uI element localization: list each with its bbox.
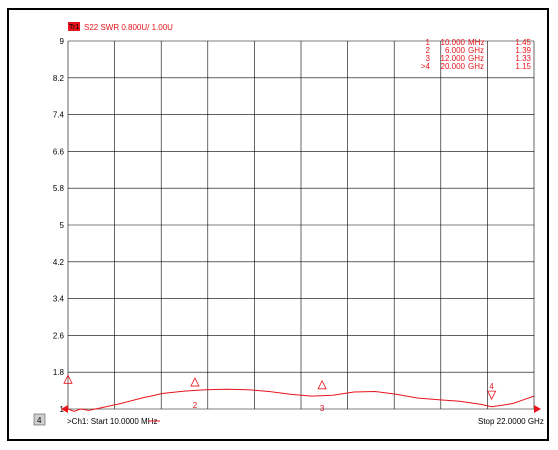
y-tick-label: 5.8 (53, 184, 65, 193)
marker-value: 1.39 (515, 46, 531, 55)
channel-box-text: 4 (37, 416, 42, 425)
trace-badge-text: Tr1 (69, 24, 79, 31)
plot-grid (67, 40, 535, 410)
start-frequency[interactable]: >Ch1: Start 10.0000 MHz (67, 417, 158, 426)
ref-arrow-left (61, 405, 68, 413)
marker-number-label: 3 (320, 404, 325, 413)
y-tick-label: 7.4 (53, 111, 65, 120)
marker-frequency: 20.000 (441, 62, 466, 71)
marker-id: 2 (426, 46, 431, 55)
marker-unit: GHz (468, 62, 484, 71)
stop-frequency[interactable]: Stop 22.0000 GHz (478, 417, 544, 426)
marker-id: >4 (421, 62, 431, 71)
marker-value: 1.33 (515, 54, 531, 63)
y-tick-label: 3.4 (53, 295, 65, 304)
marker-number-label: 4 (489, 382, 494, 391)
trace-label[interactable]: S22 SWR 0.800U/ 1.00U (84, 23, 173, 32)
y-axis-labels: 98.27.46.65.854.23.42.61.81 (53, 37, 65, 414)
y-tick-label: 8.2 (53, 74, 65, 83)
marker-triangle[interactable] (486, 390, 497, 400)
marker-id: 1 (426, 38, 431, 47)
marker-id: 3 (426, 54, 431, 63)
trace-badge[interactable] (68, 22, 80, 31)
y-tick-label: 2.6 (53, 331, 65, 340)
marker-frequency: 10.000 (441, 38, 466, 47)
s22-trace (67, 388, 535, 412)
marker-symbols: 2 3 4 (63, 374, 497, 413)
y-tick-label: 5 (60, 221, 65, 230)
marker-unit: MHz (468, 38, 484, 47)
marker-value: 1.15 (515, 62, 531, 71)
ref-arrow-right (534, 405, 541, 413)
marker-frequency: 6.000 (445, 46, 466, 55)
marker-unit: GHz (468, 54, 484, 63)
marker-value: 1.45 (515, 38, 531, 47)
marker-number-label: 2 (193, 401, 198, 410)
marker-triangle[interactable] (190, 377, 200, 387)
channel-box[interactable] (33, 413, 46, 426)
marker-frequency: 12.000 (441, 54, 466, 63)
y-tick-label: 4.2 (53, 258, 65, 267)
marker-triangle[interactable] (63, 374, 73, 384)
instrument-frame (7, 8, 549, 441)
y-tick-label: 9 (60, 37, 65, 46)
y-tick-label: 1.8 (53, 368, 65, 377)
marker-table: 1 10.000 MHz 1.45 2 6.000 GHz 1.39 3 12.000 GHz 1.3… (421, 38, 532, 71)
marker-triangle[interactable] (317, 379, 327, 390)
marker-unit: GHz (468, 46, 484, 55)
y-tick-label: 6.6 (53, 147, 65, 156)
